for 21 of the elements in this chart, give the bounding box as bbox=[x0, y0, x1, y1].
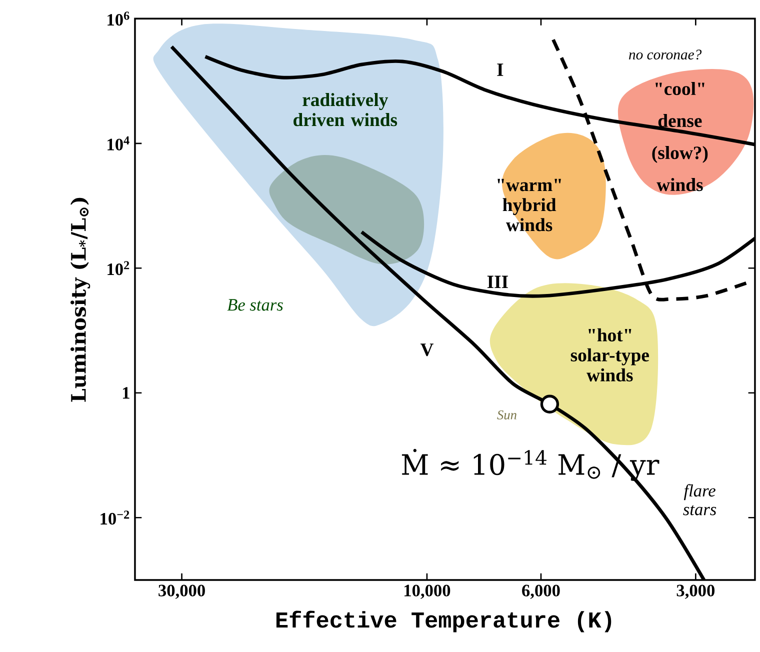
y-tick-label: 10$^{−2}$ bbox=[100, 510, 130, 525]
x-tick-label: 30,000 bbox=[158, 584, 205, 599]
y-tick-label: 10$^{2}$ bbox=[108, 261, 130, 276]
x-tick-label: 3,000 bbox=[676, 584, 715, 599]
annotation: "cool" dense (slow?) winds bbox=[652, 82, 708, 192]
annotation: radiatively driven winds bbox=[294, 93, 398, 126]
annotation: no coronae? bbox=[629, 50, 702, 60]
annotation: I bbox=[497, 64, 504, 76]
annotation: Be stars bbox=[227, 299, 283, 311]
x-axis-title: Effective Temperature (K) bbox=[276, 610, 612, 632]
y-tick-label: 10$^{6}$ bbox=[108, 12, 130, 26]
annotation: III bbox=[487, 276, 508, 288]
y-tick-label: 1 bbox=[122, 387, 130, 399]
x-tick-label: 10,000 bbox=[404, 584, 450, 599]
annotation: V bbox=[420, 344, 434, 356]
y-tick-label: 10$^{4}$ bbox=[108, 136, 130, 150]
y-axis-title: Luminosity (L$_{*}$/L$_{⊙}$) bbox=[70, 198, 90, 402]
annotation: Sun bbox=[497, 410, 516, 420]
annotation: flare stars bbox=[683, 484, 716, 516]
x-tick-label: 6,000 bbox=[522, 584, 560, 599]
annotation: "hot" solar-type winds bbox=[570, 328, 649, 382]
